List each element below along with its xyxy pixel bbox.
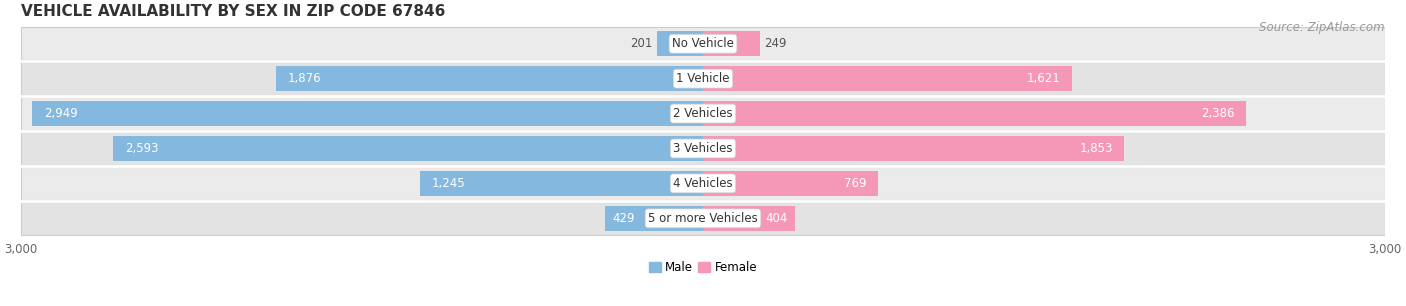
Text: 2,593: 2,593 bbox=[125, 142, 159, 155]
Bar bbox=[657, 31, 703, 56]
Bar bbox=[21, 132, 1385, 165]
Bar bbox=[703, 136, 1125, 161]
Text: VEHICLE AVAILABILITY BY SEX IN ZIP CODE 67846: VEHICLE AVAILABILITY BY SEX IN ZIP CODE … bbox=[21, 4, 446, 19]
Bar bbox=[277, 66, 703, 91]
Bar bbox=[21, 62, 1385, 95]
Bar bbox=[21, 202, 1385, 235]
Bar bbox=[703, 101, 1246, 126]
Text: 1,876: 1,876 bbox=[288, 72, 322, 85]
Text: 769: 769 bbox=[844, 177, 866, 190]
Bar bbox=[32, 101, 703, 126]
Bar bbox=[21, 132, 1385, 165]
Text: 201: 201 bbox=[630, 37, 652, 50]
Bar bbox=[21, 97, 1385, 130]
Text: 2,386: 2,386 bbox=[1201, 107, 1234, 120]
Text: 3 Vehicles: 3 Vehicles bbox=[673, 142, 733, 155]
Text: 2,949: 2,949 bbox=[44, 107, 77, 120]
Bar bbox=[21, 62, 1385, 95]
Bar bbox=[703, 66, 1071, 91]
Text: 1,245: 1,245 bbox=[432, 177, 465, 190]
Text: 2 Vehicles: 2 Vehicles bbox=[673, 107, 733, 120]
Text: 429: 429 bbox=[612, 212, 634, 225]
Bar bbox=[21, 167, 1385, 200]
Bar bbox=[21, 202, 1385, 235]
Legend: Male, Female: Male, Female bbox=[644, 256, 762, 278]
Text: 1,621: 1,621 bbox=[1026, 72, 1060, 85]
Bar bbox=[420, 171, 703, 196]
Bar bbox=[21, 97, 1385, 130]
Bar bbox=[21, 167, 1385, 200]
Bar bbox=[114, 136, 703, 161]
Bar bbox=[703, 206, 794, 231]
Bar bbox=[606, 206, 703, 231]
Text: 249: 249 bbox=[765, 37, 787, 50]
Text: 4 Vehicles: 4 Vehicles bbox=[673, 177, 733, 190]
Text: 1 Vehicle: 1 Vehicle bbox=[676, 72, 730, 85]
Text: Source: ZipAtlas.com: Source: ZipAtlas.com bbox=[1260, 21, 1385, 34]
Text: No Vehicle: No Vehicle bbox=[672, 37, 734, 50]
Bar bbox=[21, 27, 1385, 60]
Bar bbox=[703, 31, 759, 56]
Text: 404: 404 bbox=[766, 212, 787, 225]
Bar bbox=[21, 27, 1385, 60]
Text: 5 or more Vehicles: 5 or more Vehicles bbox=[648, 212, 758, 225]
Text: 1,853: 1,853 bbox=[1080, 142, 1114, 155]
Bar bbox=[703, 171, 877, 196]
